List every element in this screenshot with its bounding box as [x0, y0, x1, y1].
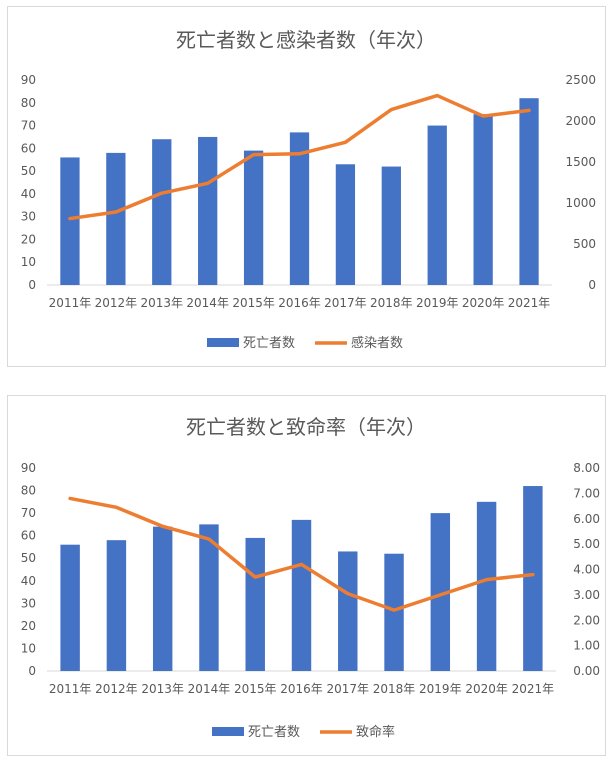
bar: [523, 486, 543, 671]
x-tick-label: 2014年: [186, 296, 229, 310]
y-right-tick-label: 1000: [565, 196, 596, 210]
bar: [289, 132, 310, 285]
x-tick-label: 2016年: [278, 296, 321, 310]
x-tick-label: 2018年: [370, 296, 413, 310]
y-right-tick-label: 3.00: [573, 588, 600, 602]
chart-title: 死亡者数と致命率（年次）: [186, 415, 426, 439]
x-tick-label: 2011年: [49, 296, 92, 310]
chart-panel-deaths-infections: 死亡者数と感染者数（年次） 0 10 20 30 40 50 60 70 80 90 0 500 100…: [7, 6, 606, 367]
x-tick-label: 2015年: [234, 682, 277, 696]
x-tick-label: 2021年: [508, 296, 551, 310]
y-left-tick-label: 90: [21, 73, 36, 87]
bar: [430, 513, 451, 671]
chart-title: 死亡者数と感染者数（年次）: [176, 28, 436, 52]
legend-label-line: 致命率: [356, 724, 395, 740]
y-right-tick-label: 0.00: [573, 664, 600, 678]
y-left-tick-label: 40: [21, 574, 36, 588]
legend-label-bar: 死亡者数: [243, 336, 295, 351]
bar: [199, 524, 219, 671]
y-right-tick-label: 1500: [565, 155, 596, 169]
y-left-tick-label: 90: [21, 461, 36, 475]
y-right-tick-label: 2000: [565, 114, 596, 128]
bar: [381, 166, 401, 285]
bar: [427, 125, 447, 285]
y-left-tick-label: 20: [21, 232, 36, 246]
y-left-tick-label: 40: [21, 187, 36, 201]
bar: [338, 551, 358, 671]
x-tick-label: 2017年: [324, 296, 367, 310]
y-right-tick-label: 500: [573, 237, 596, 251]
y-right-tick-label: 2.00: [573, 613, 600, 627]
bar: [384, 553, 404, 671]
legend-swatch-bar: [212, 727, 244, 736]
x-tick-label: 2011年: [49, 682, 92, 696]
bar: [106, 540, 127, 671]
y-left-tick-label: 20: [21, 619, 36, 633]
x-tick-label: 2018年: [373, 682, 416, 696]
y-right-tick-label: 5.00: [573, 537, 600, 551]
y-left-tick-label: 80: [21, 484, 36, 498]
y-left-tick-label: 60: [21, 529, 36, 543]
x-tick-label: 2016年: [280, 682, 323, 696]
y-left-tick-label: 70: [21, 119, 36, 133]
y-right-tick-label: 7.00: [573, 486, 600, 500]
y-left-tick-label: 50: [21, 164, 36, 178]
y-left-tick-label: 50: [21, 551, 36, 565]
bar: [245, 537, 265, 671]
bar: [291, 519, 312, 671]
x-tick-label: 2015年: [232, 296, 275, 310]
y-right-tick-label: 8.00: [573, 461, 600, 475]
y-right-tick-label: 1.00: [573, 639, 600, 653]
legend-label-bar: 死亡者数: [248, 725, 300, 740]
x-tick-label: 2017年: [326, 682, 369, 696]
legend-label-line: 感染者数: [351, 335, 403, 351]
chart-svg: 死亡者数と致命率（年次） 0 10 20 30 40 50 60 70 80 90 0.00 1.00…: [21, 415, 600, 740]
y-left-tick-label: 30: [21, 596, 36, 610]
bar: [60, 544, 80, 671]
y-left-tick-label: 80: [21, 96, 36, 110]
x-tick-label: 2020年: [465, 682, 508, 696]
y-right-tick-label: 6.00: [573, 512, 600, 526]
x-tick-label: 2012年: [95, 682, 138, 696]
bar: [60, 157, 80, 285]
plot-area: 0 10 20 30 40 50 60 70 80 90 0 500 1000 1500 2000 2500 2…: [21, 73, 596, 351]
x-tick-label: 2021年: [512, 682, 555, 696]
y-left-tick-label: 60: [21, 141, 36, 155]
bar: [152, 526, 173, 671]
bar: [476, 501, 497, 671]
chart-panel-deaths-fatality: 死亡者数と致命率（年次） 0 10 20 30 40 50 60 70 80 90 0.00 1.00…: [7, 395, 606, 756]
y-right-tick-label: 0: [588, 278, 596, 292]
y-left-tick-label: 70: [21, 506, 36, 520]
y-left-tick-label: 0: [28, 278, 36, 292]
bar: [106, 152, 126, 285]
x-tick-label: 2014年: [188, 682, 231, 696]
y-left-tick-label: 0: [28, 664, 36, 678]
y-left-tick-label: 30: [21, 210, 36, 224]
y-right-tick-label: 2500: [565, 73, 596, 87]
x-tick-label: 2013年: [141, 682, 184, 696]
bar: [519, 98, 539, 285]
x-tick-label: 2019年: [419, 682, 462, 696]
x-tick-label: 2012年: [95, 296, 138, 310]
x-tick-label: 2019年: [416, 296, 459, 310]
x-tick-label: 2020年: [462, 296, 505, 310]
bar: [243, 150, 264, 285]
y-right-tick-label: 4.00: [573, 563, 600, 577]
y-left-tick-label: 10: [21, 641, 36, 655]
bar: [198, 136, 218, 285]
x-tick-label: 2013年: [140, 296, 183, 310]
chart-svg: 死亡者数と感染者数（年次） 01020304050607080900500100…: [21, 28, 596, 351]
bar: [473, 114, 493, 286]
bar: [335, 164, 356, 285]
plot-area: 0 10 20 30 40 50 60 70 80 90 0.00 1.00 2.00 3.00 4.00 5…: [21, 461, 600, 740]
legend-swatch-bar: [207, 338, 239, 347]
y-left-tick-label: 10: [21, 255, 36, 269]
bar: [152, 139, 172, 285]
